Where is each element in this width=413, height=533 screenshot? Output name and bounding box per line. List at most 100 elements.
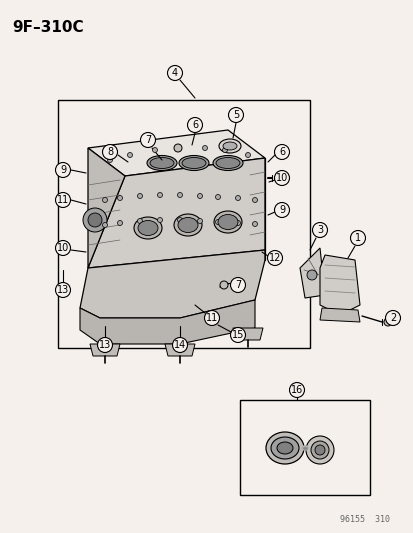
Circle shape (137, 219, 142, 223)
Circle shape (172, 337, 187, 352)
Circle shape (117, 221, 122, 225)
Text: 13: 13 (99, 340, 111, 350)
Circle shape (230, 327, 245, 343)
Circle shape (215, 195, 220, 199)
Text: 7: 7 (234, 280, 240, 290)
Circle shape (177, 192, 182, 198)
Circle shape (274, 203, 289, 217)
Ellipse shape (266, 432, 303, 464)
Circle shape (140, 133, 155, 148)
Circle shape (55, 192, 70, 207)
Circle shape (274, 144, 289, 159)
Circle shape (314, 445, 324, 455)
Text: 96155  310: 96155 310 (339, 515, 389, 524)
Circle shape (55, 240, 70, 255)
Circle shape (83, 208, 107, 232)
Circle shape (306, 270, 316, 280)
Circle shape (102, 222, 107, 228)
Polygon shape (80, 250, 264, 318)
Ellipse shape (218, 139, 240, 153)
Text: 10: 10 (57, 243, 69, 253)
Polygon shape (165, 344, 195, 356)
Circle shape (235, 196, 240, 200)
Ellipse shape (134, 217, 161, 239)
Circle shape (175, 146, 180, 150)
Text: 15: 15 (231, 330, 244, 340)
Circle shape (204, 311, 219, 326)
Text: 6: 6 (192, 120, 197, 130)
Circle shape (197, 219, 202, 223)
Ellipse shape (173, 214, 202, 236)
Ellipse shape (223, 142, 236, 150)
Text: 4: 4 (171, 68, 178, 78)
Ellipse shape (271, 437, 298, 459)
Bar (240, 400, 369, 495)
Circle shape (202, 146, 207, 150)
Bar (58, 100, 309, 348)
Circle shape (310, 441, 328, 459)
Circle shape (97, 337, 112, 352)
Text: 11: 11 (205, 313, 218, 323)
Circle shape (117, 196, 122, 200)
Circle shape (235, 221, 240, 225)
Text: 14: 14 (173, 340, 186, 350)
Circle shape (88, 213, 102, 227)
Circle shape (385, 311, 399, 326)
Circle shape (245, 152, 250, 157)
Polygon shape (319, 308, 359, 322)
Text: 7: 7 (145, 135, 151, 145)
Ellipse shape (212, 156, 242, 171)
Polygon shape (299, 248, 324, 298)
Polygon shape (90, 344, 120, 356)
Circle shape (173, 144, 182, 152)
Circle shape (215, 220, 220, 224)
Circle shape (187, 117, 202, 133)
Ellipse shape (276, 442, 292, 454)
Circle shape (305, 436, 333, 464)
Ellipse shape (150, 157, 173, 168)
Circle shape (267, 251, 282, 265)
Polygon shape (88, 148, 125, 268)
Text: 11: 11 (57, 195, 69, 205)
Circle shape (167, 66, 182, 80)
Ellipse shape (182, 157, 206, 168)
Circle shape (157, 217, 162, 222)
Text: 8: 8 (107, 147, 113, 157)
Polygon shape (319, 255, 359, 315)
Circle shape (157, 192, 162, 198)
Circle shape (137, 193, 142, 198)
Ellipse shape (138, 221, 158, 236)
Text: 10: 10 (275, 173, 287, 183)
Circle shape (252, 198, 257, 203)
Circle shape (197, 193, 202, 198)
Circle shape (55, 282, 70, 297)
Circle shape (383, 318, 391, 326)
Text: 13: 13 (57, 285, 69, 295)
Circle shape (127, 152, 132, 157)
Circle shape (102, 144, 117, 159)
Text: 1: 1 (354, 233, 360, 243)
Text: 5: 5 (232, 110, 239, 120)
Polygon shape (80, 300, 254, 344)
Circle shape (230, 278, 245, 293)
Text: 9: 9 (60, 165, 66, 175)
Circle shape (102, 198, 107, 203)
Circle shape (222, 148, 227, 152)
Circle shape (152, 148, 157, 152)
Ellipse shape (216, 157, 240, 168)
Circle shape (177, 217, 182, 222)
Circle shape (312, 222, 327, 238)
Text: 16: 16 (290, 385, 302, 395)
Polygon shape (88, 158, 264, 268)
Ellipse shape (178, 156, 209, 171)
Circle shape (219, 281, 228, 289)
Circle shape (289, 383, 304, 398)
Circle shape (107, 157, 112, 163)
Text: 3: 3 (316, 225, 322, 235)
Circle shape (274, 171, 289, 185)
Polygon shape (233, 328, 262, 340)
Circle shape (228, 108, 243, 123)
Text: 9: 9 (278, 205, 285, 215)
Text: 2: 2 (389, 313, 395, 323)
Ellipse shape (147, 156, 177, 171)
